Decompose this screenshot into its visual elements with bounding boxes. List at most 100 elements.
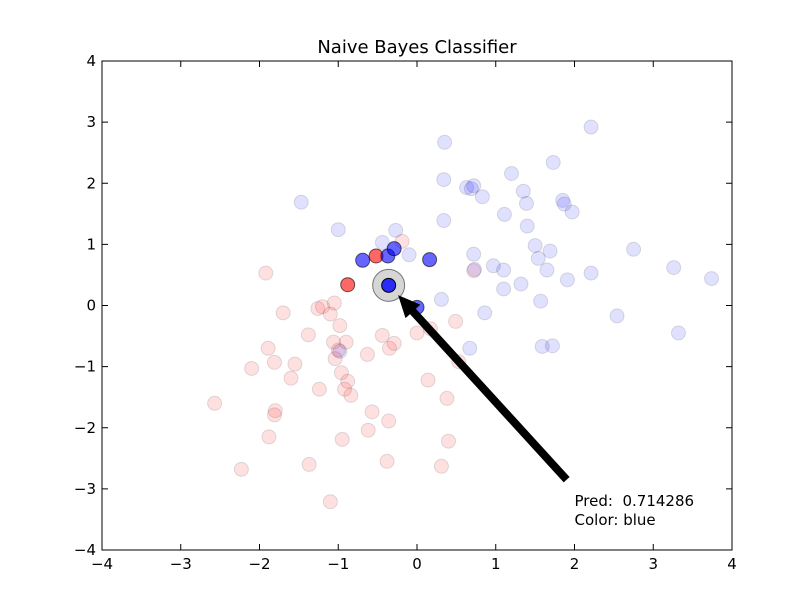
training-blue-point: [545, 154, 561, 170]
training-blue-point: [374, 235, 390, 251]
training-red-point: [283, 370, 299, 386]
training-red-point: [332, 318, 348, 334]
training-blue-point: [388, 222, 404, 238]
training-blue-point: [436, 213, 452, 229]
training-blue-point: [534, 338, 550, 354]
y-tick-label: 3: [86, 113, 96, 131]
training-red-point: [364, 404, 380, 420]
plot-marks: [207, 119, 720, 510]
training-red-point: [326, 295, 342, 311]
training-blue-point: [559, 272, 575, 288]
training-red-point: [207, 395, 223, 411]
y-tick-label: 2: [86, 174, 96, 192]
x-tick-label: 3: [648, 555, 658, 573]
training-blue-point: [433, 291, 449, 307]
training-blue-point: [539, 262, 555, 278]
training-blue-point: [466, 246, 482, 262]
training-red-point: [381, 340, 397, 356]
y-tick-label: −2: [74, 419, 96, 437]
x-tick-label: −2: [248, 555, 270, 573]
training-red-point: [338, 334, 354, 350]
training-blue-point: [459, 180, 475, 196]
training-blue-point: [704, 271, 720, 287]
training-blue-point: [626, 241, 642, 257]
training-red-point: [322, 494, 338, 510]
training-red-point: [359, 346, 375, 362]
training-red-point: [311, 381, 327, 397]
training-red-point: [343, 387, 359, 403]
y-tick-label: −1: [74, 358, 96, 376]
training-red-point: [327, 351, 343, 367]
training-red-point: [420, 372, 436, 388]
training-red-point: [374, 327, 390, 343]
x-tick-label: 1: [491, 555, 501, 573]
training-red-point: [466, 263, 482, 279]
training-red-point: [360, 422, 376, 438]
training-red-point: [287, 356, 303, 372]
axis-ticks: −4 −3 −2 −1 0 1 2 3 4 −4 −3 −2 −1 0 1 2 3 4: [74, 52, 737, 573]
training-blue-point: [496, 281, 512, 297]
training-red-point: [334, 431, 350, 447]
training-red-point: [300, 327, 316, 343]
training-blue-point: [518, 195, 534, 211]
training-red-point: [379, 453, 395, 469]
training-red-point: [310, 301, 326, 317]
training-blue-point: [515, 183, 531, 199]
training-blue-point: [436, 172, 452, 188]
training-blue-point: [462, 340, 478, 356]
training-red-point: [330, 342, 346, 358]
training-blue-point: [556, 196, 572, 212]
annotation-pred: Pred: 0.714286: [575, 492, 695, 510]
training-red-point: [260, 340, 276, 356]
training-blue-point: [583, 119, 599, 135]
y-tick-label: −3: [74, 480, 96, 498]
training-blue-point: [437, 134, 453, 150]
y-tick-label: 1: [86, 235, 96, 253]
training-blue-point: [530, 250, 546, 266]
training-red-point: [409, 325, 425, 341]
training-red-point: [337, 381, 353, 397]
x-tick-label: −1: [327, 555, 349, 573]
training-blue-point: [466, 261, 482, 277]
x-tick-label: −3: [170, 555, 192, 573]
training-red-point: [340, 373, 356, 389]
training-red-point: [315, 299, 330, 315]
annotation-color: Color: blue: [575, 511, 656, 529]
training-blue-point: [533, 293, 549, 309]
training-blue-point: [564, 204, 580, 220]
query-point: [381, 277, 397, 293]
training-blue-point: [544, 338, 560, 354]
training-red-point: [267, 403, 283, 419]
training-red-point: [261, 429, 277, 445]
annotation-arrow: [398, 295, 570, 483]
training-red-point: [439, 390, 455, 406]
y-tick-label: 0: [86, 297, 96, 315]
x-tick-label: 0: [412, 555, 422, 573]
training-blue-point: [513, 276, 529, 292]
training-blue-point: [485, 258, 501, 274]
x-tick-label: 4: [727, 555, 737, 573]
training-red-point: [266, 407, 282, 423]
training-blue-point: [332, 343, 348, 359]
training-blue-point: [496, 262, 512, 278]
training-red-point: [275, 305, 291, 321]
training-blue-point: [555, 192, 571, 208]
training-blue-point: [504, 165, 519, 181]
neighbors-blue-point: [355, 252, 371, 268]
training-blue-point: [496, 206, 512, 222]
training-red-point: [244, 360, 260, 376]
training-blue-point: [293, 194, 309, 210]
training-blue-point: [519, 218, 535, 234]
training-red-point: [333, 365, 349, 381]
training-blue-point: [463, 181, 479, 197]
training-red-point: [326, 334, 342, 350]
training-blue-point: [609, 308, 625, 324]
training-blue-point: [466, 178, 482, 194]
y-tick-label: −4: [74, 541, 96, 559]
x-tick-label: −4: [91, 555, 113, 573]
y-tick-label: 4: [86, 52, 96, 70]
training-red-point: [433, 458, 449, 474]
training-blue-point: [583, 265, 599, 281]
